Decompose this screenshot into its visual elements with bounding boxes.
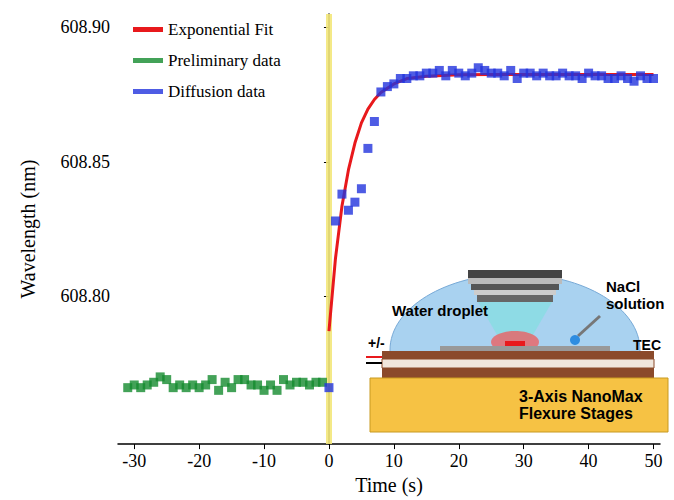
svg-text:Preliminary data: Preliminary data xyxy=(168,51,281,70)
svg-text:608.90: 608.90 xyxy=(61,17,111,37)
svg-text:Flexure Stages: Flexure Stages xyxy=(519,405,633,422)
svg-text:608.85: 608.85 xyxy=(61,152,111,172)
svg-text:-30: -30 xyxy=(122,451,146,471)
svg-text:10: 10 xyxy=(385,451,403,471)
svg-text:30: 30 xyxy=(515,451,533,471)
svg-text:solution: solution xyxy=(606,295,664,312)
svg-text:50: 50 xyxy=(645,451,663,471)
svg-text:-20: -20 xyxy=(187,451,211,471)
svg-text:20: 20 xyxy=(450,451,468,471)
svg-text:-10: -10 xyxy=(252,451,276,471)
svg-text:0: 0 xyxy=(324,451,333,471)
svg-text:608.80: 608.80 xyxy=(61,286,111,306)
svg-text:3-Axis NanoMax: 3-Axis NanoMax xyxy=(519,388,643,405)
svg-text:NaCl: NaCl xyxy=(606,278,640,295)
svg-text:Time (s): Time (s) xyxy=(355,474,423,497)
svg-text:40: 40 xyxy=(580,451,598,471)
svg-text:TEC: TEC xyxy=(633,337,661,353)
svg-text:Exponential Fit: Exponential Fit xyxy=(168,20,274,39)
svg-text:Diffusion data: Diffusion data xyxy=(168,82,266,101)
svg-text:Wavelength (nm): Wavelength (nm) xyxy=(17,160,40,299)
svg-text:Water droplet: Water droplet xyxy=(392,302,488,319)
svg-text:+/-: +/- xyxy=(368,335,385,351)
